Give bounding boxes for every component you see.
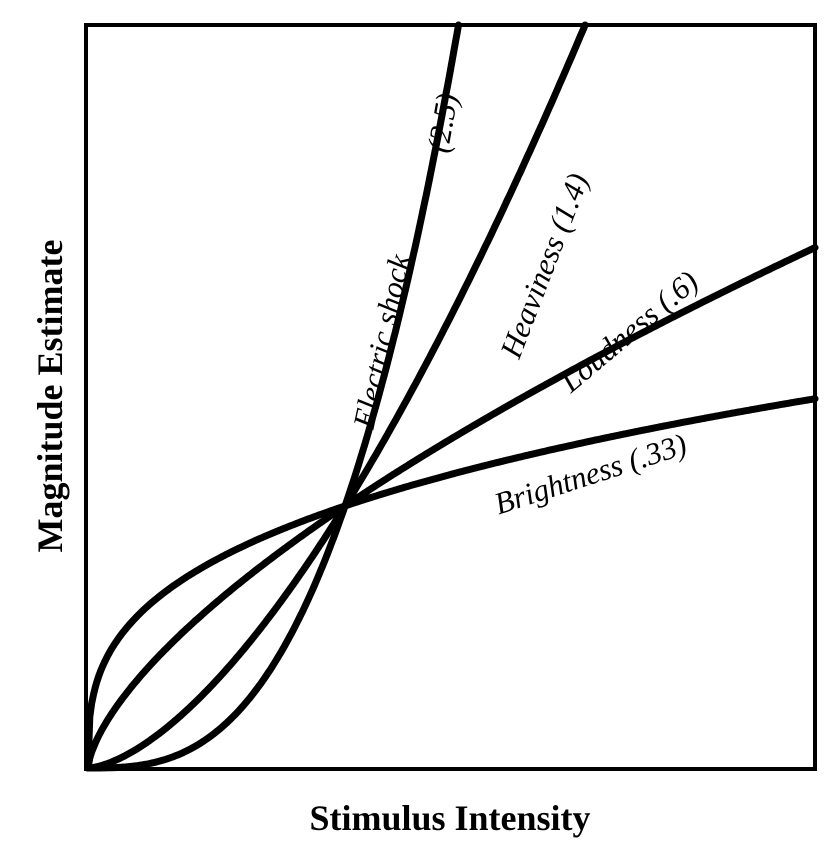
x-axis-title: Stimulus Intensity bbox=[309, 798, 591, 838]
curve-heaviness bbox=[84, 21, 589, 772]
curve-brightness bbox=[84, 395, 819, 772]
y-axis-title: Magnitude Estimate bbox=[30, 239, 70, 553]
curve-loudness bbox=[84, 244, 819, 772]
curves bbox=[84, 21, 819, 772]
curve-electric-shock bbox=[84, 21, 462, 772]
